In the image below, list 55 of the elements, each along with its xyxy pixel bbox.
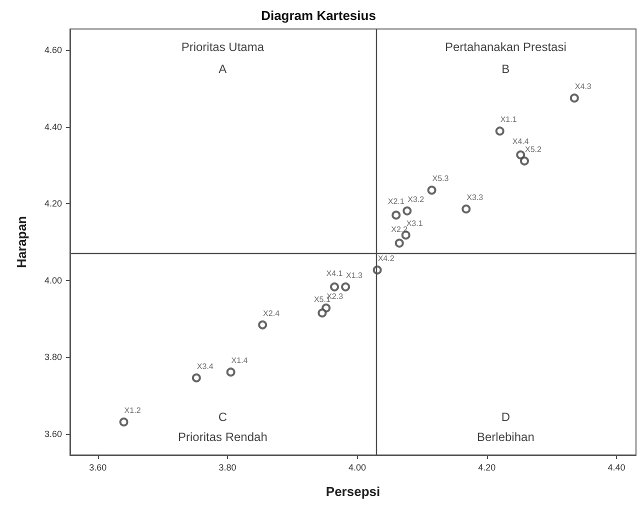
- y-axis-title: Harapan: [14, 216, 29, 268]
- data-label: X1.1: [500, 115, 518, 124]
- data-label: X3.1: [406, 219, 424, 228]
- data-label: X4.4: [512, 136, 530, 146]
- annotation: D: [501, 410, 510, 424]
- data-label: X5.2: [524, 145, 542, 154]
- point: [330, 282, 340, 292]
- point: [226, 368, 236, 377]
- data-label: X4.2: [378, 254, 395, 264]
- x-tick-label: 4.00: [348, 462, 366, 472]
- point: [394, 238, 404, 248]
- point: [192, 373, 201, 382]
- data-label: X2.4: [263, 308, 280, 318]
- point: [516, 150, 526, 160]
- annotation: Prioritas Rendah: [178, 430, 268, 444]
- y-tick-label: 4.00: [44, 275, 62, 286]
- y-tick-label: 4.20: [44, 198, 62, 209]
- x-tick-label: 3.80: [218, 462, 236, 472]
- x-tick-label: 3.60: [89, 462, 107, 472]
- annotation: B: [502, 62, 510, 76]
- point: [462, 204, 471, 214]
- point: [520, 156, 529, 166]
- data-label: X3.4: [196, 362, 214, 371]
- annotation: Prioritas Utama: [181, 40, 264, 54]
- point: [341, 282, 350, 292]
- x-tick-label: 4.20: [478, 462, 496, 472]
- point: [392, 210, 401, 220]
- y-tick-label: 4.60: [44, 45, 62, 56]
- data-label: X4.3: [574, 82, 592, 92]
- point: [402, 206, 412, 216]
- point: [495, 126, 504, 136]
- point: [427, 186, 436, 195]
- y-tick-label: 3.80: [44, 352, 62, 362]
- data-label: X1.3: [346, 270, 364, 280]
- data-label: X1.2: [124, 406, 142, 415]
- data-label: X2.2: [391, 225, 408, 234]
- data-label: X1.4: [231, 356, 248, 366]
- y-tick-label: 4.40: [44, 122, 62, 132]
- data-label: X5.3: [432, 174, 450, 184]
- chart-title: Diagram Kartesius: [261, 8, 376, 23]
- annotation: C: [218, 410, 228, 424]
- x-tick-label: 4.40: [608, 462, 626, 472]
- point: [570, 94, 579, 103]
- point: [119, 417, 128, 426]
- annotation: A: [218, 62, 227, 76]
- data-label: X4.1: [326, 268, 344, 278]
- annotation: Berlebihan: [476, 430, 534, 444]
- point: [258, 320, 268, 330]
- data-label: X3.2: [408, 194, 425, 204]
- point: [318, 308, 327, 318]
- x-axis-title: Persepsi: [326, 484, 380, 499]
- data-label: X3.3: [466, 192, 484, 202]
- data-label: X2.1: [388, 197, 405, 206]
- annotation: Pertahanakan Prestasi: [444, 40, 566, 54]
- y-tick-label: 3.60: [44, 428, 62, 439]
